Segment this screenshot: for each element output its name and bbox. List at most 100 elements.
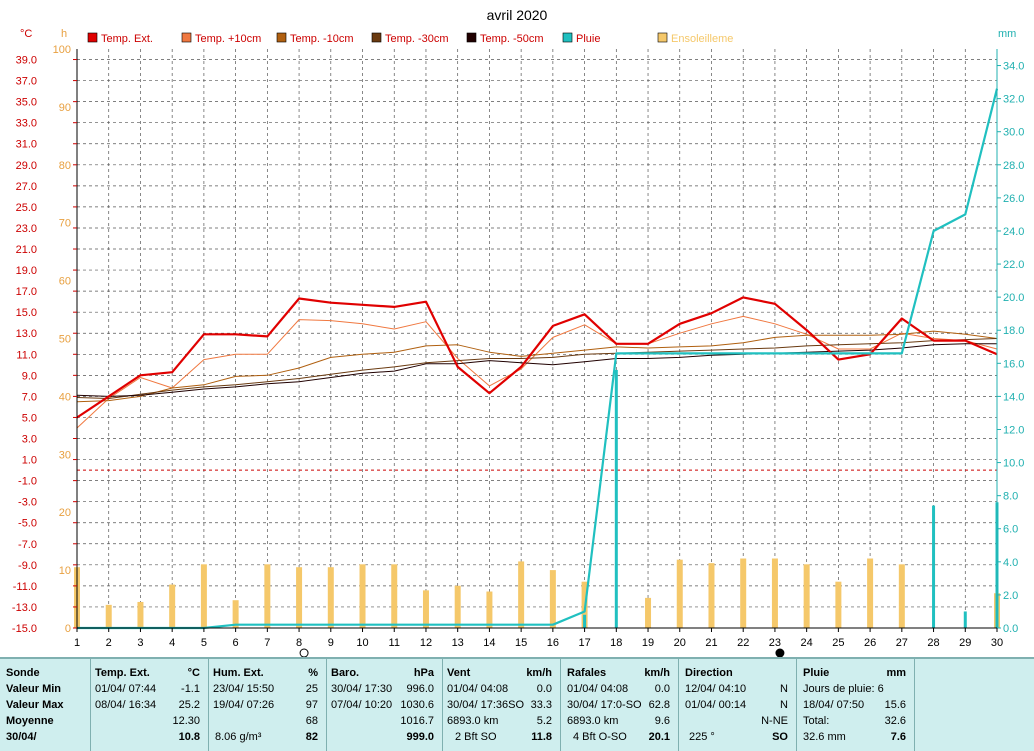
sunshine-bar xyxy=(645,597,652,628)
legend-label: Temp. -30cm xyxy=(385,33,449,45)
temp-tick-label: 17.0 xyxy=(16,286,37,298)
direction-min-date: 12/04/ 04:10 xyxy=(685,683,747,695)
sunshine-bar xyxy=(327,567,334,628)
temp-title: Temp. Ext. xyxy=(95,667,150,679)
direction-avg: N-NE xyxy=(761,715,788,727)
hum-today-note: 8.06 g/m³ xyxy=(215,731,262,743)
daily-rain-bar xyxy=(963,611,967,628)
sunshine-bar xyxy=(391,564,398,628)
stats-gusts: Rafales km/h 01/04/ 04:08 0.0 30/04/ 17:0-… xyxy=(560,657,678,751)
sunshine-bar xyxy=(803,564,810,628)
sonde-header: Sonde xyxy=(6,667,40,679)
x-tick-label: 15 xyxy=(515,637,527,649)
wind-max-value: 33.3 xyxy=(530,699,552,711)
x-tick-label: 9 xyxy=(328,637,334,649)
series-line-temp-ext xyxy=(76,296,998,419)
daily-rain-bar xyxy=(932,505,936,628)
hours-tick-label: 30 xyxy=(59,449,71,461)
legend-label: Ensoleilleme xyxy=(671,33,733,45)
rain-today: 7.6 xyxy=(890,731,906,743)
x-tick-label: 25 xyxy=(832,637,844,649)
rain-tick-label: 0.0 xyxy=(1003,623,1018,635)
temp-tick-label: 1.0 xyxy=(22,455,37,467)
x-tick-label: 17 xyxy=(578,637,590,649)
weather-chart: 39.037.035.033.031.029.027.025.023.021.0… xyxy=(11,7,1025,657)
rain-axis-unit: mm xyxy=(998,28,1016,40)
x-tick-label: 8 xyxy=(296,637,302,649)
temp-tick-label: 25.0 xyxy=(16,202,37,214)
x-tick-label: 22 xyxy=(737,637,749,649)
wind-today-note: 2 Bft SO xyxy=(455,731,497,743)
temp-tick-label: 31.0 xyxy=(16,139,37,151)
legend-label: Pluie xyxy=(576,33,600,45)
hours-tick-label: 40 xyxy=(59,391,71,403)
x-tick-label: 14 xyxy=(483,637,495,649)
stats-sonde: Sonde Valeur Min Valeur Max Moyenne 30/0… xyxy=(0,657,90,751)
x-tick-label: 30 xyxy=(991,637,1003,649)
hum-avg: 68 xyxy=(305,715,318,727)
series-line-temp-10cm xyxy=(76,330,998,403)
x-tick-label: 26 xyxy=(864,637,876,649)
temp-max-value: 25.2 xyxy=(178,699,200,711)
gusts-avg: 9.6 xyxy=(654,715,670,727)
temp-tick-label: 7.0 xyxy=(22,391,37,403)
x-tick-label: 21 xyxy=(705,637,717,649)
gusts-max-value: 62.8 xyxy=(648,699,670,711)
temp-tick-label: 9.0 xyxy=(22,370,37,382)
rain-tick-label: 8.0 xyxy=(1003,491,1018,503)
baro-today: 999.0 xyxy=(406,731,434,743)
gusts-title: Rafales xyxy=(567,667,607,679)
legend-swatch xyxy=(657,32,668,43)
gusts-max-date: 30/04/ 17:0-SO xyxy=(567,699,642,711)
rain-tick-label: 34.0 xyxy=(1003,61,1024,73)
legend-label: Temp. -50cm xyxy=(480,33,544,45)
gusts-distance: 6893.0 km xyxy=(567,715,619,727)
hours-tick-label: 20 xyxy=(59,507,71,519)
sunshine-bar xyxy=(296,567,303,628)
baro-unit: hPa xyxy=(413,667,434,679)
hum-today: 82 xyxy=(305,731,318,743)
wind-min-value: 0.0 xyxy=(536,683,552,695)
temp-tick-label: -7.0 xyxy=(18,539,37,551)
baro-min-date: 30/04/ 17:30 xyxy=(331,683,393,695)
wind-min-date: 01/04/ 04:08 xyxy=(447,683,509,695)
x-tick-label: 19 xyxy=(642,637,654,649)
rain-tick-label: 16.0 xyxy=(1003,358,1024,370)
hum-min-date: 23/04/ 15:50 xyxy=(213,683,275,695)
temp-tick-label: 35.0 xyxy=(16,97,37,109)
x-tick-label: 28 xyxy=(927,637,939,649)
stats-humidity: Hum. Ext.% 23/04/ 15:50 25 19/04/ 07:26 97… xyxy=(208,657,326,751)
legend-swatch xyxy=(562,32,573,43)
temp-tick-label: 11.0 xyxy=(16,349,37,361)
gusts-unit: km/h xyxy=(644,667,670,679)
row-label-min: Valeur Min xyxy=(6,683,62,695)
temp-tick-label: 5.0 xyxy=(22,412,37,424)
series-line-temp-10cm xyxy=(76,315,998,429)
temp-min-date: 01/04/ 07:44 xyxy=(95,683,157,695)
rain-tick-label: 30.0 xyxy=(1003,127,1024,139)
rain-tick-label: 10.0 xyxy=(1003,458,1024,470)
chart-legend: Temp. Ext. Temp. +10cm Temp. -10cm Temp. -3… xyxy=(87,32,733,45)
rain-tick-label: 28.0 xyxy=(1003,160,1024,172)
temp-tick-label: 15.0 xyxy=(16,307,37,319)
x-tick-label: 18 xyxy=(610,637,622,649)
baro-title: Baro. xyxy=(331,667,360,679)
temp-tick-label: -15.0 xyxy=(12,623,37,635)
x-tick-label: 7 xyxy=(264,637,270,649)
x-tick-label: 23 xyxy=(769,637,781,649)
stats-temp: Temp. Ext. °C 01/04/ 07:44 -1.1 08/04/ 16:… xyxy=(90,657,208,751)
x-tick-label: 5 xyxy=(201,637,207,649)
daily-rain-bar xyxy=(614,369,618,628)
rain-tick-label: 18.0 xyxy=(1003,325,1024,337)
rain-total-value: 32.6 xyxy=(884,715,906,727)
rain-max-date: 18/04/ 07:50 xyxy=(803,699,865,711)
legend-swatch xyxy=(276,32,287,43)
direction-today-note: 225 ° xyxy=(689,731,715,743)
direction-max-value: N xyxy=(780,699,788,711)
temp-axis-unit: °C xyxy=(20,28,32,40)
stats-direction: Direction 12/04/ 04:10 N 01/04/ 00:14 N N-… xyxy=(678,657,796,751)
temp-tick-label: 21.0 xyxy=(16,244,37,256)
rain-tick-label: 6.0 xyxy=(1003,524,1018,536)
x-tick-label: 24 xyxy=(801,637,813,649)
x-tick-label: 12 xyxy=(420,637,432,649)
